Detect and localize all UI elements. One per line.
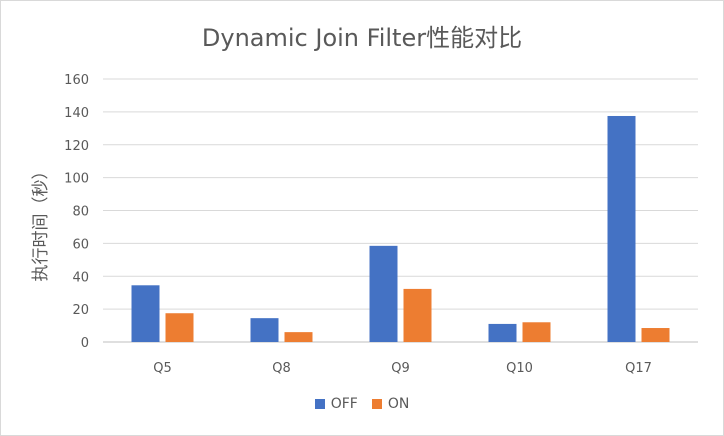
bars bbox=[131, 115, 670, 342]
x-tick-label: Q17 bbox=[625, 361, 652, 376]
bar-on-q9 bbox=[403, 288, 432, 342]
legend-swatch-on bbox=[371, 399, 382, 409]
legend-label-on: ON bbox=[387, 396, 410, 412]
x-tick-label: Q8 bbox=[272, 361, 291, 376]
legend-item-off: OFF bbox=[314, 396, 358, 412]
y-tick-label: 80 bbox=[72, 205, 89, 220]
bar-off-q9 bbox=[369, 245, 398, 342]
x-tick-label: Q10 bbox=[506, 361, 533, 376]
y-tick-label: 40 bbox=[72, 270, 89, 285]
bar-off-q8 bbox=[250, 318, 279, 342]
legend-label-off: OFF bbox=[330, 396, 358, 412]
gridlines bbox=[103, 78, 698, 343]
bar-off-q10 bbox=[488, 323, 517, 342]
y-tick-label: 160 bbox=[64, 73, 89, 88]
y-tick-label: 60 bbox=[72, 237, 89, 252]
x-tick-label: Q9 bbox=[391, 361, 410, 376]
y-tick-label: 0 bbox=[81, 336, 89, 351]
bar-on-q17 bbox=[641, 328, 670, 342]
y-tick-label: 100 bbox=[64, 172, 89, 187]
legend: OFF ON bbox=[0, 396, 724, 412]
y-axis-label: 执行时间（秒） bbox=[31, 163, 51, 282]
bar-on-q8 bbox=[284, 332, 313, 342]
y-tick-label: 140 bbox=[64, 106, 89, 121]
legend-item-on: ON bbox=[371, 396, 410, 412]
y-tick-label: 20 bbox=[72, 303, 89, 318]
bar-off-q17 bbox=[607, 115, 636, 342]
y-tick-label: 120 bbox=[64, 139, 89, 154]
y-tick-labels: 0 20 40 60 80 100 120 140 160 bbox=[64, 73, 89, 351]
chart-title: Dynamic Join Filter性能对比 bbox=[201, 24, 523, 52]
bar-on-q5 bbox=[165, 313, 194, 342]
bar-off-q5 bbox=[131, 285, 160, 342]
x-tick-labels: Q5 Q8 Q9 Q10 Q17 bbox=[153, 361, 652, 376]
bar-on-q10 bbox=[522, 322, 551, 342]
legend-swatch-off bbox=[314, 399, 325, 409]
x-tick-label: Q5 bbox=[153, 361, 172, 376]
